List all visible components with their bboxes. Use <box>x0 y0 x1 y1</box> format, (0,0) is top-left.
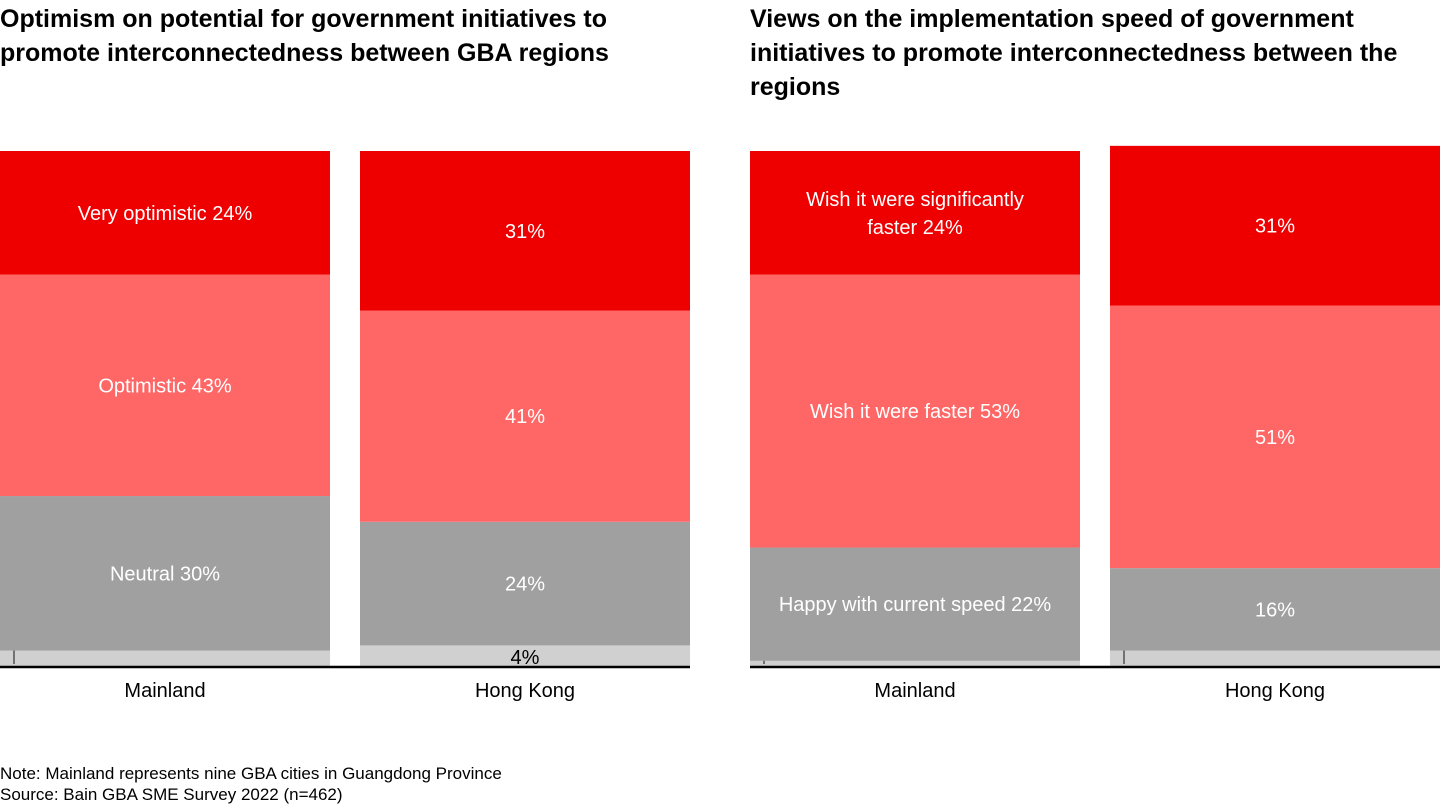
bar-segment-hong-kong-very-optimistic <box>360 151 690 311</box>
category-label-hong-kong: Hong Kong <box>1225 680 1325 702</box>
segment-label-hong-kong-neutral: 24% <box>505 574 545 596</box>
chart-title-speed: Views on the implementation speed of gov… <box>750 5 1398 101</box>
segment-label-hong-kong-very-optimistic: 31% <box>505 221 545 243</box>
bar-segment-mainland-not-optimistic <box>0 650 330 666</box>
segment-label-mainland-optimistic: Optimistic 43% <box>98 375 232 397</box>
bar-segment-hong-kong-wish-it-were-slower <box>1110 650 1440 666</box>
bar-segment-mainland-wish-it-were-significantly-faster <box>750 151 1080 275</box>
bar-segment-mainland-very-optimistic <box>0 151 330 275</box>
category-label-mainland: Mainland <box>874 680 955 702</box>
bar-segment-hong-kong-happy-with-current-speed <box>1110 568 1440 651</box>
charts-canvas: Not optimistic 3%Neutral 30%Optimistic 4… <box>0 145 1440 702</box>
segment-label-hong-kong-wish-it-were-faster: 51% <box>1255 427 1295 449</box>
bar-segment-hong-kong-not-optimistic <box>360 645 690 666</box>
bar-segment-mainland-wish-it-were-faster <box>750 274 1080 548</box>
segment-label-mainland-neutral: Neutral 30% <box>110 563 220 585</box>
segment-label-mainland-wish-it-were-faster: Wish it were faster 53% <box>810 401 1020 423</box>
bar-segment-hong-kong-wish-it-were-faster <box>1110 305 1440 569</box>
segment-label-mainland-very-optimistic: Very optimistic 24% <box>78 203 253 225</box>
bar-segment-mainland-wish-it-were-slower <box>750 660 1080 666</box>
bar-segment-mainland-optimistic <box>0 274 330 497</box>
segment-label-hong-kong-optimistic: 41% <box>505 406 545 428</box>
category-label-hong-kong: Hong Kong <box>475 680 575 702</box>
chart-title-optimism: Optimism on potential for government ini… <box>0 5 609 67</box>
bar-segment-mainland-neutral <box>0 496 330 651</box>
bar-segment-mainland-happy-with-current-speed <box>750 547 1080 661</box>
category-label-mainland: Mainland <box>124 680 205 702</box>
bar-segment-hong-kong-optimistic <box>360 310 690 522</box>
segment-label-hong-kong-wish-it-were-significantly-faster: 31% <box>1255 216 1295 238</box>
bar-segment-hong-kong-neutral <box>360 521 690 646</box>
footnote-note: Note: Mainland represents nine GBA citie… <box>0 764 502 783</box>
segment-label-mainland-wish-it-were-significantly-faster: Wish it were significantly faster 24% <box>806 189 1024 239</box>
segment-label-mainland-happy-with-current-speed: Happy with current speed 22% <box>779 594 1052 616</box>
footnote-source: Source: Bain GBA SME Survey 2022 (n=462) <box>0 785 343 804</box>
segment-label-hong-kong-happy-with-current-speed: 16% <box>1255 599 1295 621</box>
segment-label-hong-kong-not-optimistic: 4% <box>511 647 540 669</box>
bar-segment-hong-kong-wish-it-were-significantly-faster <box>1110 145 1440 306</box>
